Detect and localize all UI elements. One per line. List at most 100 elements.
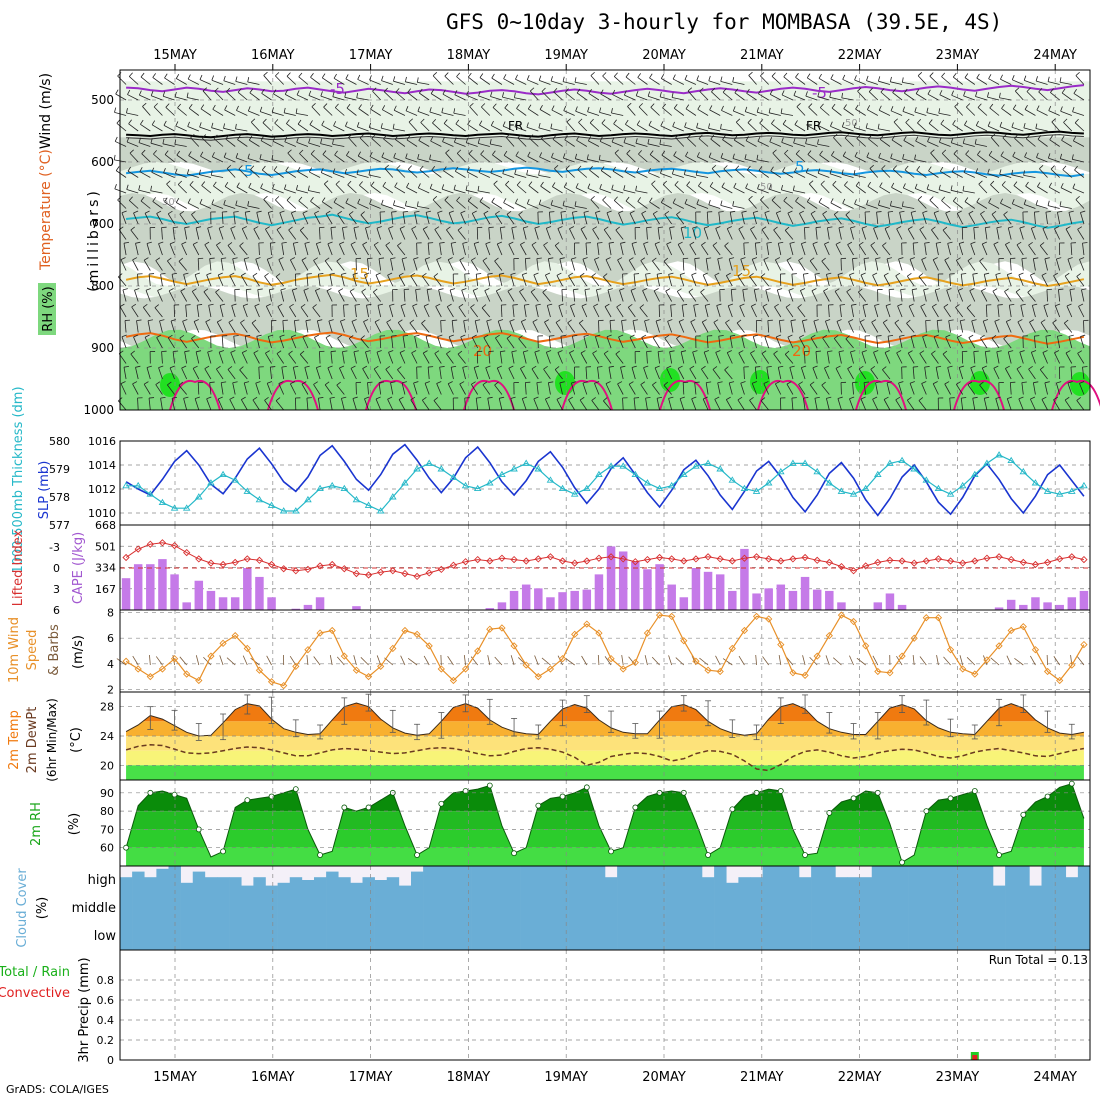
- cloud-high-bar: [120, 877, 132, 894]
- precip-tick-label: 0.4: [97, 1014, 115, 1027]
- cloud-low-bar: [896, 922, 908, 950]
- cloud-low-bar: [144, 922, 156, 950]
- cloud-middle-bar: [702, 894, 714, 922]
- cloud-low-bar: [508, 922, 520, 950]
- bottom-date-label: 20MAY: [642, 1070, 686, 1085]
- cloud-high-bar: [496, 866, 508, 894]
- wind-ylabel-barbs: & Barbs: [47, 624, 62, 676]
- pressure-tick-label: 1000: [83, 403, 114, 417]
- cloud-low-bar: [993, 922, 1005, 950]
- wind-barb-flag: [270, 243, 275, 244]
- upper-legend-temp-wind: Temperature (°C)Wind (m/s): [38, 73, 54, 271]
- cape-bar: [134, 564, 142, 610]
- bottom-date-label: 15MAY: [153, 1070, 197, 1085]
- temp-ylabel: 2m Temp: [7, 710, 22, 770]
- cloud-middle-bar: [156, 894, 168, 922]
- cape-tick-label: 501: [95, 540, 116, 553]
- wind-tick-label: 2: [107, 683, 114, 696]
- wind-barb-flag: [210, 382, 215, 383]
- cloud-high-bar: [799, 877, 811, 894]
- cape-bar: [716, 574, 724, 610]
- wind-barb-flag: [695, 382, 700, 383]
- cloud-middle-bar: [302, 894, 314, 922]
- cloud-middle-bar: [290, 894, 302, 922]
- cloud-high-bar: [241, 886, 253, 894]
- bottom-date-label: 22MAY: [838, 1070, 882, 1085]
- cloud-high-bar: [338, 877, 350, 894]
- cape-bar: [231, 597, 239, 610]
- cape-bar: [728, 591, 736, 610]
- rh-marker: [536, 803, 541, 808]
- cloud-middle-bar: [981, 894, 993, 922]
- rh-marker: [900, 860, 905, 865]
- cape-bar: [182, 602, 190, 610]
- cloud-high-bar: [775, 866, 787, 894]
- cloud-high-bar: [666, 866, 678, 894]
- rh-marker: [439, 801, 444, 806]
- cloud-middle-bar: [799, 894, 811, 922]
- rh-marker: [1021, 812, 1026, 817]
- thickness-tick-label: 580: [49, 435, 70, 448]
- cloud-high-bar: [823, 866, 835, 894]
- cape-bar: [619, 551, 627, 610]
- precip-legend-total: Total / Rain: [0, 965, 70, 980]
- precip-tick-label: 0.6: [97, 994, 115, 1007]
- wind-barb-flag: [1058, 289, 1063, 290]
- lifted-index-tick-label: 0: [53, 562, 60, 575]
- cape-bar: [655, 564, 663, 610]
- cloud-low-bar: [787, 922, 799, 950]
- cloud-low-bar: [823, 922, 835, 950]
- cloud-middle-bar: [447, 894, 459, 922]
- cloud-low-bar: [314, 922, 326, 950]
- cloud-low-bar: [169, 922, 181, 950]
- cloud-middle-bar: [775, 894, 787, 922]
- cape-bar: [643, 569, 651, 610]
- cloud-low-bar: [156, 922, 168, 950]
- wind-barb-flag: [149, 274, 154, 275]
- cloud-low-bar: [641, 922, 653, 950]
- cape-bar: [255, 577, 263, 610]
- rh-marker: [560, 794, 565, 799]
- cape-bar: [1019, 605, 1027, 610]
- cloud-low-bar: [945, 922, 957, 950]
- cloud-low-bar: [593, 922, 605, 950]
- cloud-middle-bar: [641, 894, 653, 922]
- cloud-high-bar: [1005, 866, 1017, 894]
- cape-bar: [122, 578, 130, 610]
- cloud-low-bar: [969, 922, 981, 950]
- cloud-low-bar: [290, 922, 302, 950]
- rh2m-units-label: (%): [67, 813, 82, 836]
- cloud-middle-bar: [690, 894, 702, 922]
- rh-tick-label: 70: [100, 823, 114, 836]
- cloud-high-bar: [908, 866, 920, 894]
- cloud-high-bar: [1078, 866, 1090, 894]
- cloud-high-bar: [447, 866, 459, 894]
- cape-bar: [534, 588, 542, 610]
- cloud-high-bar: [144, 877, 156, 894]
- thickness-tick-label: 579: [49, 463, 70, 476]
- rh-marker: [487, 783, 492, 788]
- bottom-date-label: 18MAY: [447, 1070, 491, 1085]
- cape-bar: [1007, 600, 1015, 610]
- cloud-high-bar: [848, 877, 860, 894]
- cloud-high-bar: [460, 866, 472, 894]
- cape-bar: [631, 562, 639, 610]
- cloud-low-bar: [872, 922, 884, 950]
- cloud-middle-bar: [205, 894, 217, 922]
- rh-marker: [948, 796, 953, 801]
- cloud-middle-bar: [229, 894, 241, 922]
- cloud-low-bar: [1066, 922, 1078, 950]
- temp-units-label: (°C): [69, 727, 84, 753]
- slp-background: [120, 441, 1090, 525]
- cloud-middle-bar: [460, 894, 472, 922]
- cloud-high-bar: [957, 866, 969, 894]
- cloud-level-label: middle: [72, 901, 116, 916]
- cloud-middle-bar: [1066, 894, 1078, 922]
- cape-bar: [837, 602, 845, 610]
- cloud-low-bar: [738, 922, 750, 950]
- cloud-high-bar: [326, 872, 338, 894]
- cloud-middle-bar: [241, 894, 253, 922]
- cape-tick-label: 334: [95, 562, 116, 575]
- cape-bar: [692, 568, 700, 610]
